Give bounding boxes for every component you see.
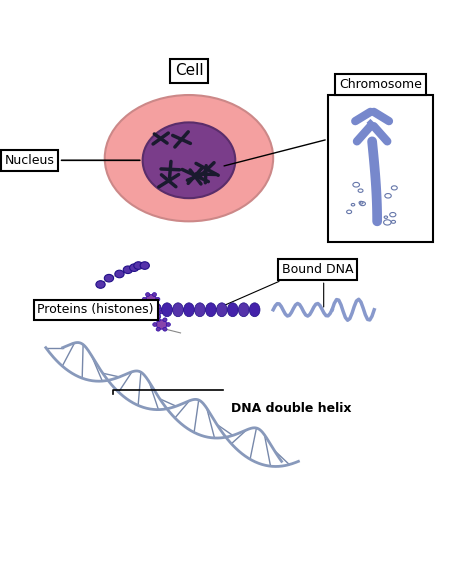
Ellipse shape bbox=[162, 303, 172, 317]
Ellipse shape bbox=[173, 303, 183, 317]
Ellipse shape bbox=[129, 303, 140, 317]
Ellipse shape bbox=[105, 95, 273, 221]
Ellipse shape bbox=[150, 307, 161, 316]
Ellipse shape bbox=[130, 264, 139, 271]
Ellipse shape bbox=[150, 315, 154, 319]
Ellipse shape bbox=[152, 292, 157, 296]
Ellipse shape bbox=[134, 262, 143, 269]
Ellipse shape bbox=[142, 298, 146, 301]
Ellipse shape bbox=[163, 318, 167, 321]
Ellipse shape bbox=[146, 310, 151, 314]
Ellipse shape bbox=[146, 302, 150, 306]
Ellipse shape bbox=[153, 323, 157, 327]
Ellipse shape bbox=[146, 292, 150, 296]
Ellipse shape bbox=[156, 298, 160, 301]
Ellipse shape bbox=[146, 295, 156, 304]
Ellipse shape bbox=[166, 323, 171, 327]
Ellipse shape bbox=[157, 305, 161, 309]
Ellipse shape bbox=[152, 302, 157, 306]
Text: Cell: Cell bbox=[175, 63, 203, 78]
FancyBboxPatch shape bbox=[328, 95, 433, 242]
Text: Chromosome: Chromosome bbox=[339, 78, 422, 91]
Ellipse shape bbox=[115, 270, 124, 278]
Ellipse shape bbox=[151, 303, 162, 317]
Ellipse shape bbox=[238, 303, 249, 317]
Ellipse shape bbox=[143, 122, 235, 198]
Ellipse shape bbox=[184, 303, 194, 317]
Ellipse shape bbox=[156, 318, 160, 321]
Ellipse shape bbox=[156, 320, 167, 329]
Ellipse shape bbox=[194, 303, 205, 317]
Ellipse shape bbox=[249, 303, 260, 317]
Ellipse shape bbox=[156, 327, 160, 331]
Ellipse shape bbox=[123, 266, 133, 274]
Ellipse shape bbox=[150, 305, 154, 309]
Ellipse shape bbox=[227, 303, 238, 317]
Text: Proteins (histones): Proteins (histones) bbox=[37, 303, 154, 316]
Ellipse shape bbox=[104, 274, 113, 282]
Ellipse shape bbox=[96, 281, 105, 288]
Ellipse shape bbox=[216, 303, 227, 317]
Ellipse shape bbox=[140, 262, 149, 269]
Text: Nucleus: Nucleus bbox=[4, 154, 140, 167]
Ellipse shape bbox=[140, 303, 151, 317]
Text: Bound DNA: Bound DNA bbox=[282, 263, 353, 276]
Ellipse shape bbox=[163, 327, 167, 331]
Ellipse shape bbox=[206, 303, 216, 317]
Text: DNA double helix: DNA double helix bbox=[231, 402, 351, 415]
Ellipse shape bbox=[160, 310, 164, 314]
Ellipse shape bbox=[157, 315, 161, 319]
